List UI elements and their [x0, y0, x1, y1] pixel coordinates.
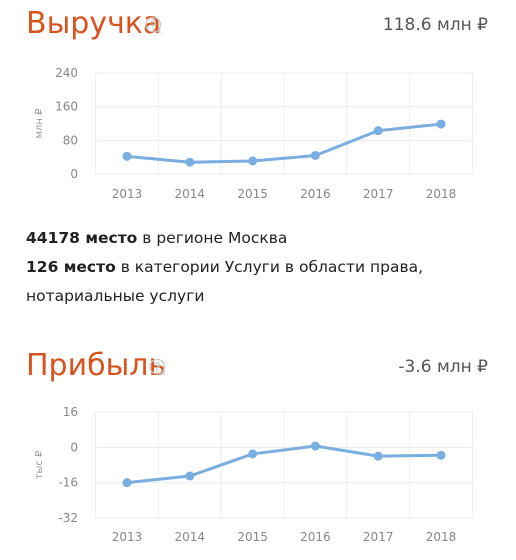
profit-data-point[interactable] — [248, 449, 258, 459]
profit-ytick-label: -16 — [58, 476, 78, 490]
profit-xtick-label: 2014 — [175, 530, 206, 544]
profit-xtick-label: 2015 — [237, 530, 268, 544]
region-rank-place: 44178 место — [26, 229, 138, 247]
profit-ytick-label: -32 — [58, 511, 78, 525]
profit-xtick-label: 2016 — [300, 530, 331, 544]
profit-xtick-label: 2013 — [112, 530, 143, 544]
revenue-data-point[interactable] — [373, 126, 383, 136]
profit-header: Прибыль -3.6 млн ₽ — [26, 346, 488, 386]
revenue-header: Выручка 118.6 млн ₽ — [26, 4, 488, 44]
rank-info: 44178 место в регионе Москва 126 место в… — [26, 224, 496, 311]
revenue-xtick-label: 2014 — [175, 187, 206, 201]
profit-chart-svg: 16 0 -16 -32 тыс ₽ 2013 2014 2015 2016 2017 2018 — [34, 405, 474, 544]
revenue-xtick-label: 2018 — [426, 187, 457, 201]
revenue-xtick-label: 2017 — [363, 187, 394, 201]
revenue-xtick-label: 2015 — [237, 187, 268, 201]
profit-series-line — [125, 444, 443, 485]
profit-ytick-label: 16 — [63, 405, 78, 419]
revenue-data-point[interactable] — [185, 157, 195, 167]
category-rank-text: в категории Услуги в области права, — [115, 258, 424, 276]
revenue-data-point[interactable] — [436, 119, 446, 129]
help-icon[interactable] — [144, 16, 162, 34]
revenue-total: 118.6 млн ₽ — [382, 15, 488, 35]
revenue-data-point[interactable] — [122, 151, 132, 161]
region-rank: 44178 место в регионе Москва — [26, 224, 496, 253]
category-rank: 126 место в категории Услуги в области п… — [26, 253, 496, 282]
profit-data-point[interactable] — [310, 441, 320, 451]
revenue-ytick-label: 0 — [70, 167, 78, 181]
profit-data-point[interactable] — [122, 478, 132, 488]
profit-data-point[interactable] — [436, 450, 446, 460]
profit-ytick-label: 0 — [70, 440, 78, 454]
revenue-unit-label: млн ₽ — [34, 108, 45, 139]
revenue-ytick-label: 240 — [55, 66, 78, 80]
revenue-xtick-label: 2013 — [112, 187, 143, 201]
revenue-data-point[interactable] — [310, 150, 320, 160]
profit-data-point[interactable] — [373, 451, 383, 461]
profit-xtick-label: 2018 — [426, 530, 457, 544]
revenue-series-line — [125, 122, 443, 164]
revenue-ytick-label: 80 — [63, 133, 78, 147]
profit-xtick-label: 2017 — [363, 530, 394, 544]
revenue-title: Выручка — [26, 6, 162, 41]
help-icon[interactable] — [148, 358, 166, 376]
revenue-chart-svg: 240 160 80 0 млн ₽ 2013 2014 2015 2016 2017 2018 — [34, 66, 474, 201]
revenue-ytick-label: 160 — [55, 100, 78, 114]
revenue-chart: 240 160 80 0 млн ₽ 2013 2014 2015 2016 2017 2018 — [0, 60, 516, 210]
category-rank-continued: нотариальные услуги — [26, 287, 205, 305]
profit-title: Прибыль — [26, 348, 167, 383]
profit-data-point[interactable] — [185, 471, 195, 481]
profit-chart: 16 0 -16 -32 тыс ₽ 2013 2014 2015 2016 2017 2018 — [0, 400, 516, 560]
revenue-xtick-label: 2016 — [300, 187, 331, 201]
profit-total: -3.6 млн ₽ — [398, 357, 488, 377]
region-rank-text: в регионе Москва — [137, 229, 288, 247]
revenue-data-point[interactable] — [248, 156, 258, 166]
category-rank-place: 126 место — [26, 258, 116, 276]
profit-unit-label: тыс ₽ — [34, 450, 45, 479]
